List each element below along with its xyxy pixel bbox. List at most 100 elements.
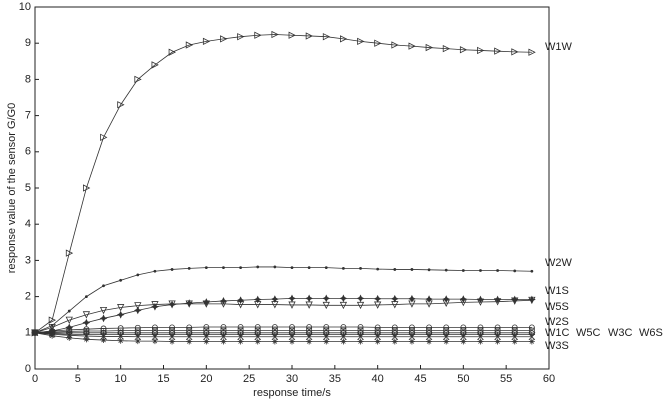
marker [356,294,365,303]
marker [236,301,245,309]
marker [426,338,433,345]
marker [116,310,125,319]
marker [133,306,142,315]
marker [271,30,279,39]
marker [528,338,535,345]
x-tick-label: 0 [32,373,38,385]
marker [374,39,382,47]
marker [288,31,296,39]
marker [477,46,485,55]
marker [288,333,296,341]
marker [459,46,468,54]
marker [391,41,399,49]
series-line [34,34,532,334]
marker [185,41,194,49]
marker [408,338,415,345]
marker [253,295,262,304]
marker [442,295,451,304]
marker [270,295,279,304]
marker [203,338,210,345]
marker [187,266,191,270]
series-line [34,266,532,334]
series-line [34,326,532,334]
x-axis-label: response time/s [253,387,331,399]
series-line [34,299,532,334]
marker [323,338,330,345]
series-label: W5C [576,327,601,339]
series-label: W5S [545,301,569,313]
y-tick-label: 9 [25,37,31,49]
marker [477,338,484,345]
marker [168,300,176,308]
series-label: W2S [545,316,569,328]
marker [100,337,107,344]
marker [459,298,467,307]
marker [50,324,54,327]
marker [305,333,313,341]
marker [494,333,501,341]
marker [219,300,228,308]
marker [425,295,433,304]
marker [67,309,71,313]
marker [151,333,159,341]
marker [391,333,399,341]
marker [117,337,124,344]
series-label: W2W [545,257,573,269]
marker [117,101,125,109]
marker [102,284,105,288]
marker [306,338,313,345]
marker [513,269,517,273]
marker [443,338,450,345]
marker [151,61,159,69]
marker [134,333,142,341]
marker [442,44,451,53]
marker [530,269,534,273]
marker [48,323,56,332]
marker [85,295,88,299]
marker [390,294,399,303]
x-tick-label: 50 [457,373,469,385]
marker [290,266,294,270]
y-tick-label: 1 [25,327,31,339]
marker [511,338,518,345]
marker [151,301,159,309]
marker [220,333,227,341]
marker [410,268,414,271]
marker [357,333,364,341]
marker [393,268,397,271]
series-label: W1S [545,285,569,297]
marker [408,333,416,341]
marker [202,37,211,46]
marker [341,266,345,270]
marker [271,338,278,345]
marker [220,35,228,43]
marker [237,338,244,345]
y-tick-label: 8 [25,73,31,85]
marker [510,295,519,304]
marker [82,318,91,327]
marker [322,301,330,310]
marker [425,333,433,341]
marker [237,333,244,341]
marker [408,294,416,303]
marker [324,266,328,270]
marker [322,333,330,341]
marker [254,333,262,341]
marker [99,306,108,315]
marker [83,184,91,192]
marker [83,336,90,343]
marker [496,269,500,272]
marker [460,333,467,341]
marker [425,43,433,52]
marker [425,300,433,308]
series-label: W3S [545,340,569,352]
marker [169,338,176,345]
marker [374,333,381,341]
marker [494,47,502,55]
marker [391,301,399,309]
marker [236,296,245,305]
series-label: W1C [545,327,570,339]
marker [186,338,193,345]
marker [134,338,141,345]
y-tick-label: 3 [25,254,31,266]
